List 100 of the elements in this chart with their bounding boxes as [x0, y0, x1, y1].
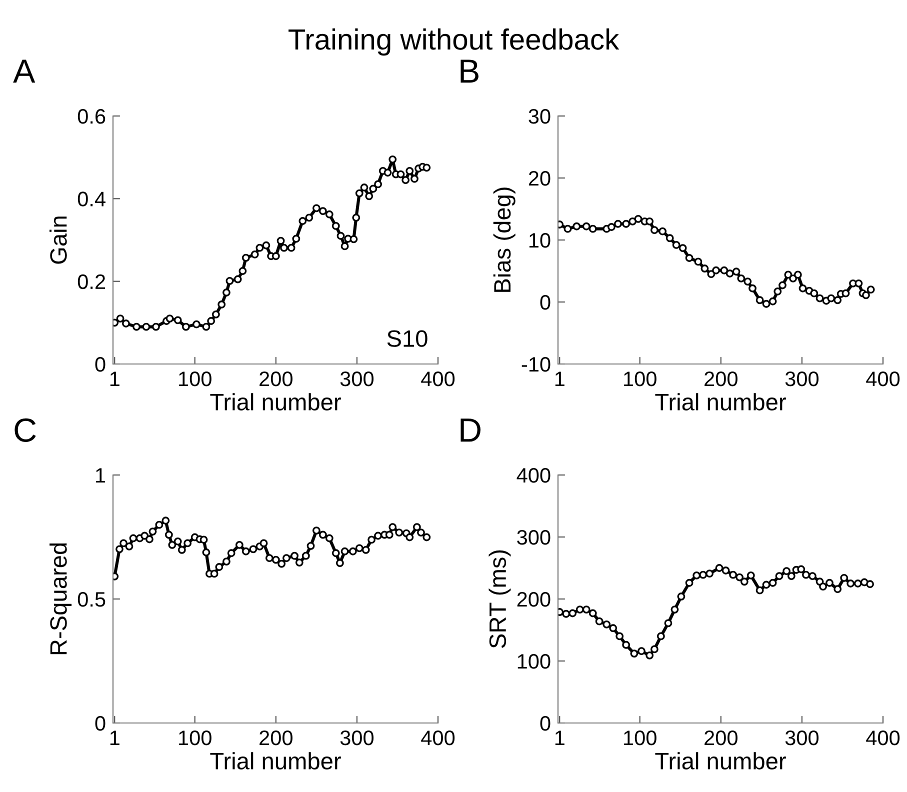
point [854, 580, 862, 588]
point [826, 578, 834, 587]
annotation: S10 [387, 330, 428, 347]
point [685, 254, 694, 262]
point [166, 314, 174, 322]
point [227, 549, 236, 558]
point [732, 268, 740, 276]
point [422, 164, 431, 172]
point [646, 217, 654, 226]
point [740, 578, 748, 586]
point [355, 189, 364, 198]
point [178, 546, 186, 554]
point [242, 547, 250, 556]
point [318, 207, 327, 216]
point [174, 538, 182, 546]
point [720, 266, 728, 274]
point [385, 530, 394, 539]
point [132, 322, 140, 331]
point [226, 276, 234, 285]
point [155, 520, 164, 529]
point [834, 296, 842, 304]
point [677, 592, 686, 600]
x-tick-label: 300 [785, 371, 819, 386]
point [212, 310, 220, 318]
point [332, 222, 340, 230]
point [602, 620, 611, 628]
x-tick-label: 400 [421, 371, 455, 386]
point [148, 528, 157, 536]
y-tick-label: 0.5 [78, 592, 106, 607]
point [756, 586, 764, 594]
point [700, 264, 709, 272]
point [582, 222, 590, 230]
y-tick-label: 300 [517, 530, 550, 545]
x-tick-label: 200 [260, 730, 292, 746]
point [670, 606, 679, 614]
point [388, 523, 397, 532]
point [355, 544, 364, 552]
text: A [13, 60, 36, 83]
point [280, 244, 288, 252]
point [685, 578, 694, 587]
point [122, 320, 130, 328]
point [789, 274, 797, 282]
point [726, 270, 734, 278]
point [808, 572, 816, 580]
point [287, 244, 296, 252]
point [278, 560, 286, 568]
point [802, 570, 810, 579]
point [318, 530, 327, 539]
point [348, 547, 357, 556]
point [866, 580, 874, 588]
point [125, 542, 134, 550]
point [706, 570, 714, 578]
point [582, 606, 590, 614]
point [152, 322, 160, 331]
point [325, 534, 334, 542]
point [325, 210, 334, 218]
point [787, 572, 796, 580]
point [272, 252, 280, 260]
point [350, 235, 358, 244]
point [374, 532, 382, 540]
point [762, 580, 770, 589]
point [622, 640, 630, 649]
point [352, 214, 360, 222]
point [816, 294, 824, 302]
y-tick-label: 0 [540, 716, 550, 731]
x-axis-title: Trial number [655, 752, 786, 770]
y-tick-label: 0.6 [78, 109, 106, 124]
point [384, 168, 392, 177]
point [572, 222, 581, 230]
x-tick-label: 400 [866, 371, 900, 386]
x-tick-label: 200 [704, 371, 738, 386]
point [417, 528, 425, 536]
point [256, 244, 264, 252]
point [628, 217, 637, 226]
point [794, 270, 802, 279]
point [756, 296, 764, 304]
point [638, 647, 646, 656]
point [374, 180, 382, 188]
point [368, 536, 376, 544]
x-tick-label: 1 [110, 730, 120, 746]
point [242, 254, 250, 262]
point [736, 573, 744, 582]
point [622, 220, 630, 228]
point [707, 270, 716, 278]
point [694, 258, 702, 266]
point [564, 224, 572, 233]
x-axis-title: Trial number [655, 393, 786, 410]
point [630, 650, 638, 658]
point [595, 617, 604, 626]
point [846, 580, 855, 588]
point [722, 566, 730, 574]
point [395, 528, 404, 536]
point [406, 167, 414, 175]
point [729, 570, 738, 579]
point [658, 227, 667, 236]
x-tick-label: 400 [421, 730, 455, 746]
point [295, 558, 304, 567]
text: B [460, 60, 478, 83]
point [866, 286, 875, 294]
point [234, 275, 242, 284]
